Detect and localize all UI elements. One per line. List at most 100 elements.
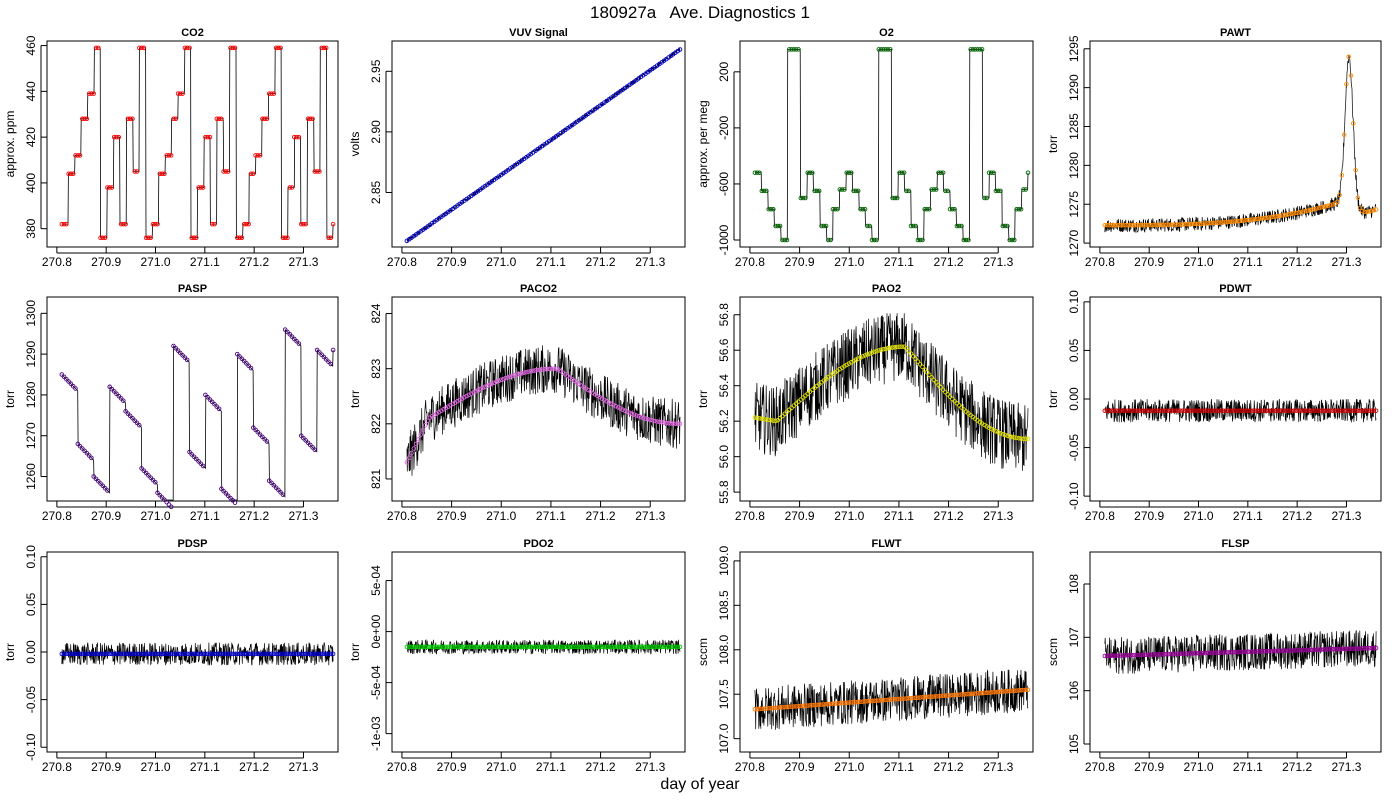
- average-point: [657, 419, 662, 425]
- average-point: [1369, 208, 1374, 214]
- average-point: [1360, 208, 1365, 214]
- y-tick-label: 821: [369, 469, 383, 489]
- average-point: [134, 169, 140, 174]
- average-point: [858, 355, 863, 360]
- average-point: [1023, 687, 1028, 693]
- average-point: [1339, 408, 1345, 413]
- average-point: [652, 418, 658, 424]
- average-point: [1237, 218, 1242, 224]
- average-point: [899, 696, 905, 702]
- panel-pao2: PAO2 torr 270.8 270.9 271.0 271.1 271.2 271.3 55…: [696, 283, 1034, 523]
- average-point: [153, 221, 158, 227]
- average-point: [936, 382, 941, 388]
- average-point: [807, 703, 813, 708]
- average-point: [773, 418, 778, 424]
- average-point: [187, 651, 192, 657]
- plot-frame: [1089, 296, 1382, 502]
- average-point: [178, 651, 183, 657]
- average-point: [1294, 210, 1299, 216]
- average-point: [225, 169, 231, 174]
- average-point: [1150, 408, 1155, 413]
- average-point: [517, 371, 522, 377]
- average-point: [645, 644, 651, 650]
- average-point: [759, 188, 765, 194]
- average-point: [1373, 207, 1379, 212]
- average-point: [1214, 650, 1219, 655]
- average-point: [872, 237, 877, 243]
- average-point: [1150, 222, 1155, 228]
- panel-title: O2: [879, 27, 894, 39]
- average-point: [1346, 408, 1351, 413]
- average-point: [248, 651, 254, 657]
- average-point: [273, 45, 279, 51]
- average-point: [1284, 648, 1290, 653]
- average-point: [148, 651, 153, 657]
- average-point: [232, 45, 238, 51]
- average-point: [155, 490, 160, 496]
- average-point: [91, 91, 96, 96]
- average-point: [77, 153, 83, 158]
- average-point: [1170, 222, 1176, 227]
- average-point: [986, 170, 992, 175]
- average-point: [1018, 436, 1024, 441]
- average-point: [961, 692, 967, 697]
- average-point: [673, 421, 678, 426]
- average-point: [1303, 408, 1308, 413]
- average-point: [675, 421, 680, 427]
- average-point: [908, 223, 914, 229]
- average-point: [146, 651, 151, 657]
- average-point: [611, 402, 616, 408]
- average-point: [519, 371, 524, 376]
- average-point: [1369, 645, 1374, 651]
- average-point: [280, 235, 286, 241]
- average-point: [876, 348, 882, 353]
- average-point: [441, 644, 446, 650]
- average-point: [514, 644, 520, 650]
- x-tick-label: 271.0: [140, 760, 170, 774]
- average-point: [624, 644, 630, 650]
- y-axis-label: sccm: [696, 638, 710, 666]
- average-point: [1141, 408, 1146, 413]
- y-tick-label: 109.0: [717, 546, 731, 576]
- average-point: [634, 644, 639, 650]
- average-point: [159, 171, 165, 177]
- average-point: [139, 45, 144, 51]
- average-point: [223, 491, 229, 496]
- average-point: [271, 483, 277, 488]
- average-point: [1232, 219, 1237, 224]
- average-point: [814, 188, 820, 194]
- average-point: [1193, 221, 1199, 227]
- panel-pasp: PASP torr 270.8 270.9 271.0 271.1 271.2 271.3 12…: [3, 283, 339, 523]
- plot-frame: [739, 551, 1034, 753]
- data-trace: [1104, 630, 1377, 675]
- average-point: [162, 497, 167, 503]
- average-point: [409, 644, 414, 650]
- average-point: [237, 235, 242, 241]
- average-point: [917, 237, 923, 243]
- average-point: [1014, 435, 1019, 441]
- average-point: [118, 221, 124, 227]
- average-point: [1161, 408, 1167, 413]
- average-point: [1330, 647, 1336, 652]
- y-tick-label: 1270: [24, 422, 38, 449]
- y-tick-label: 420: [24, 127, 38, 147]
- average-point: [80, 651, 85, 657]
- average-point: [1145, 222, 1151, 228]
- average-point: [269, 91, 274, 96]
- average-point: [768, 417, 774, 423]
- average-point: [1120, 408, 1126, 413]
- average-point: [1016, 206, 1022, 212]
- average-point: [1241, 408, 1247, 413]
- average-point: [130, 116, 135, 122]
- average-point: [1012, 688, 1017, 694]
- average-point: [1202, 221, 1208, 226]
- average-point: [1250, 649, 1256, 654]
- average-point: [180, 353, 185, 358]
- average-point: [1168, 651, 1174, 657]
- average-point: [924, 694, 930, 700]
- average-point: [1357, 408, 1363, 413]
- average-point: [677, 644, 683, 650]
- average-point: [1319, 408, 1324, 413]
- average-point: [514, 372, 520, 377]
- panel-pdsp: PDSP torr 270.8 270.9 271.0 271.1 271.2 271.3 -0…: [3, 538, 339, 774]
